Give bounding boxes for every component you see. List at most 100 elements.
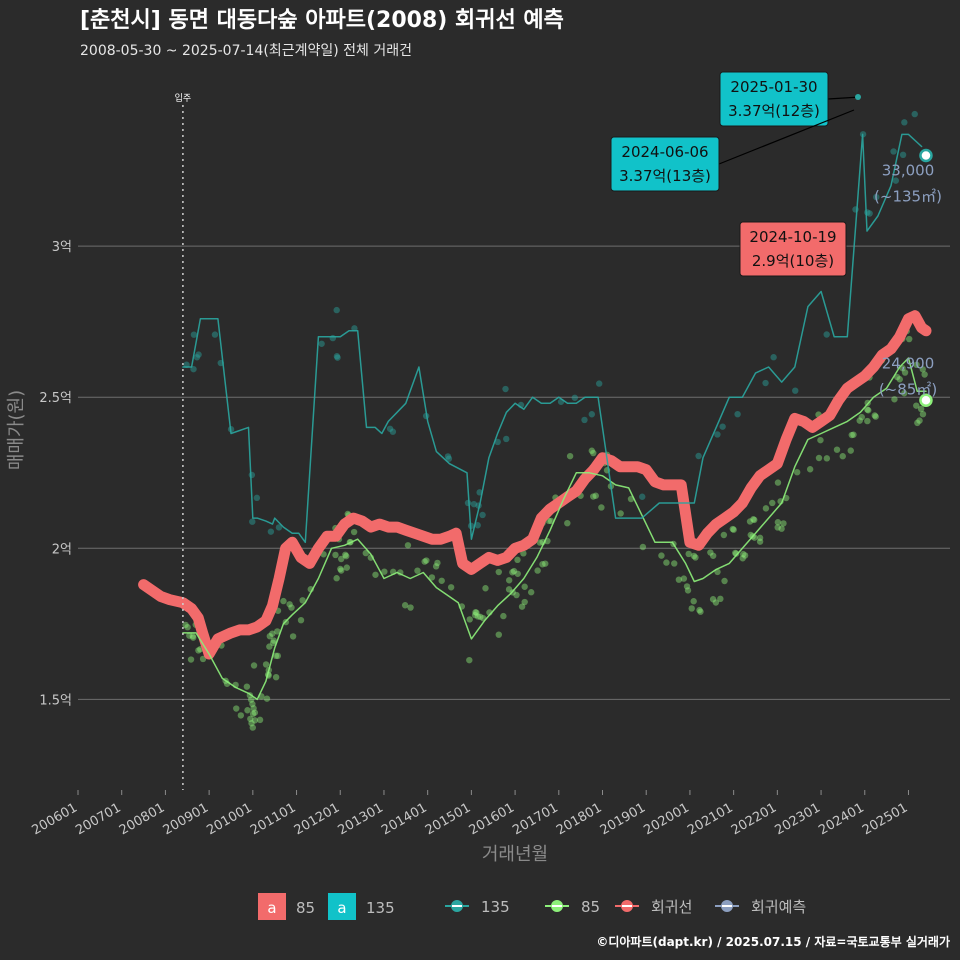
scatter-point bbox=[919, 410, 927, 418]
scatter-point bbox=[690, 598, 697, 605]
scatter-point bbox=[466, 656, 473, 664]
series-line-regression bbox=[138, 310, 932, 660]
x-tick-label: 202101 bbox=[685, 800, 735, 838]
scatter-point bbox=[739, 555, 746, 562]
scatter-point bbox=[590, 493, 597, 500]
legend-label: 135 bbox=[481, 898, 510, 916]
legend-swatch bbox=[328, 893, 356, 920]
scatter-point bbox=[690, 552, 698, 560]
annotation-price: 2.9억(10층) bbox=[752, 252, 834, 270]
scatter-point bbox=[756, 534, 764, 542]
scatter-point bbox=[717, 595, 724, 603]
scatter-point bbox=[913, 402, 920, 409]
x-tick-label: 201301 bbox=[335, 800, 385, 838]
scatter-point bbox=[275, 524, 283, 531]
scatter-point bbox=[351, 325, 358, 332]
scatter-point bbox=[447, 584, 455, 591]
scatter-point bbox=[890, 148, 897, 155]
scatter-point bbox=[720, 531, 728, 539]
scatter-point bbox=[919, 366, 926, 373]
scatter-point bbox=[190, 634, 197, 641]
scatter-point bbox=[901, 119, 908, 126]
scatter-point bbox=[187, 656, 195, 663]
annotation-price: 3.37억(12층) bbox=[728, 102, 820, 120]
scatter-point bbox=[858, 413, 865, 421]
scatter-point bbox=[848, 431, 856, 439]
scatter-point bbox=[189, 632, 197, 640]
scatter-point bbox=[502, 385, 509, 393]
scatter-point bbox=[247, 715, 254, 723]
x-tick-label: 201401 bbox=[379, 800, 429, 838]
scatter-point bbox=[916, 417, 923, 424]
annotation-date: 2024-06-06 bbox=[621, 143, 708, 161]
scatter-point bbox=[762, 505, 770, 512]
scatter-point bbox=[595, 380, 603, 387]
scatter-point bbox=[444, 453, 452, 460]
y-tick-label: 3억 bbox=[52, 240, 72, 255]
scatter-point bbox=[211, 331, 219, 338]
y-axis: 1.5억 2억 2.5억 3억 bbox=[39, 240, 72, 708]
scatter-point bbox=[272, 673, 280, 681]
scatter-point bbox=[750, 516, 757, 523]
scatter-point bbox=[434, 559, 441, 567]
x-tick-label: 200901 bbox=[161, 800, 211, 838]
annotation-price: 3.37억(13층) bbox=[619, 167, 711, 185]
scatter-point bbox=[288, 604, 295, 611]
scatter-point bbox=[338, 567, 345, 574]
scatter-point bbox=[865, 407, 872, 414]
scatter-point bbox=[473, 609, 480, 616]
scatter-point bbox=[401, 602, 409, 609]
forecast-end-labels: 33,000 (~135㎡) 24,900 (~85㎡) bbox=[874, 148, 942, 408]
scatter-point bbox=[833, 446, 841, 453]
scatter-point bbox=[671, 560, 678, 567]
scatter-point bbox=[741, 552, 749, 559]
scatter-point bbox=[299, 597, 306, 604]
scatter-point bbox=[297, 616, 305, 624]
scatter-point bbox=[906, 335, 913, 343]
scatter-point bbox=[639, 543, 647, 551]
scatter-point bbox=[428, 574, 436, 581]
forecast-area: (~85㎡) bbox=[879, 380, 937, 398]
scatter-point bbox=[696, 606, 703, 614]
legend-label: 85 bbox=[581, 898, 600, 916]
scatter-point bbox=[249, 724, 256, 731]
chart-title: [춘천시] 동면 대동다숲 아파트(2008) 회귀선 예측 bbox=[80, 8, 564, 33]
scatter-point bbox=[893, 373, 901, 381]
scatter-point bbox=[521, 583, 528, 590]
scatter-point bbox=[740, 550, 747, 558]
scatter-point bbox=[247, 696, 255, 703]
scatter-point bbox=[864, 406, 871, 413]
scatter-point bbox=[823, 331, 830, 338]
scatter-point bbox=[692, 554, 699, 561]
x-axis-title: 거래년월 bbox=[482, 844, 548, 865]
scatter-point bbox=[732, 550, 740, 557]
scatter-point bbox=[237, 712, 245, 719]
scatter-point bbox=[464, 499, 472, 507]
x-tick-label: 201701 bbox=[510, 800, 560, 838]
scatter-point bbox=[542, 560, 549, 567]
scatter-point bbox=[477, 613, 484, 621]
scatter-point bbox=[249, 518, 256, 525]
annotation-box bbox=[719, 71, 829, 127]
legend-swatch bbox=[258, 893, 286, 920]
scatter-point bbox=[873, 193, 880, 201]
scatter-point bbox=[263, 695, 271, 702]
scatter-point bbox=[527, 589, 535, 596]
scatter-point bbox=[233, 705, 240, 712]
scatter-point bbox=[474, 522, 481, 529]
scatter-point bbox=[272, 652, 280, 660]
y-tick-label: 1.5억 bbox=[39, 693, 72, 708]
scatter-point bbox=[684, 587, 692, 594]
scatter-point bbox=[251, 709, 259, 716]
scatter-point bbox=[751, 516, 758, 524]
scatter-point bbox=[249, 700, 256, 708]
scatter-point bbox=[329, 334, 337, 342]
annotation-date: 2024-10-19 bbox=[749, 228, 836, 246]
annotation-box bbox=[739, 221, 847, 277]
scatter-point bbox=[714, 431, 721, 438]
scatter-point bbox=[847, 447, 854, 454]
scatter-point bbox=[495, 568, 502, 576]
scatter-point bbox=[581, 416, 588, 424]
scatter-point bbox=[466, 616, 473, 623]
scatter-point bbox=[389, 428, 397, 435]
